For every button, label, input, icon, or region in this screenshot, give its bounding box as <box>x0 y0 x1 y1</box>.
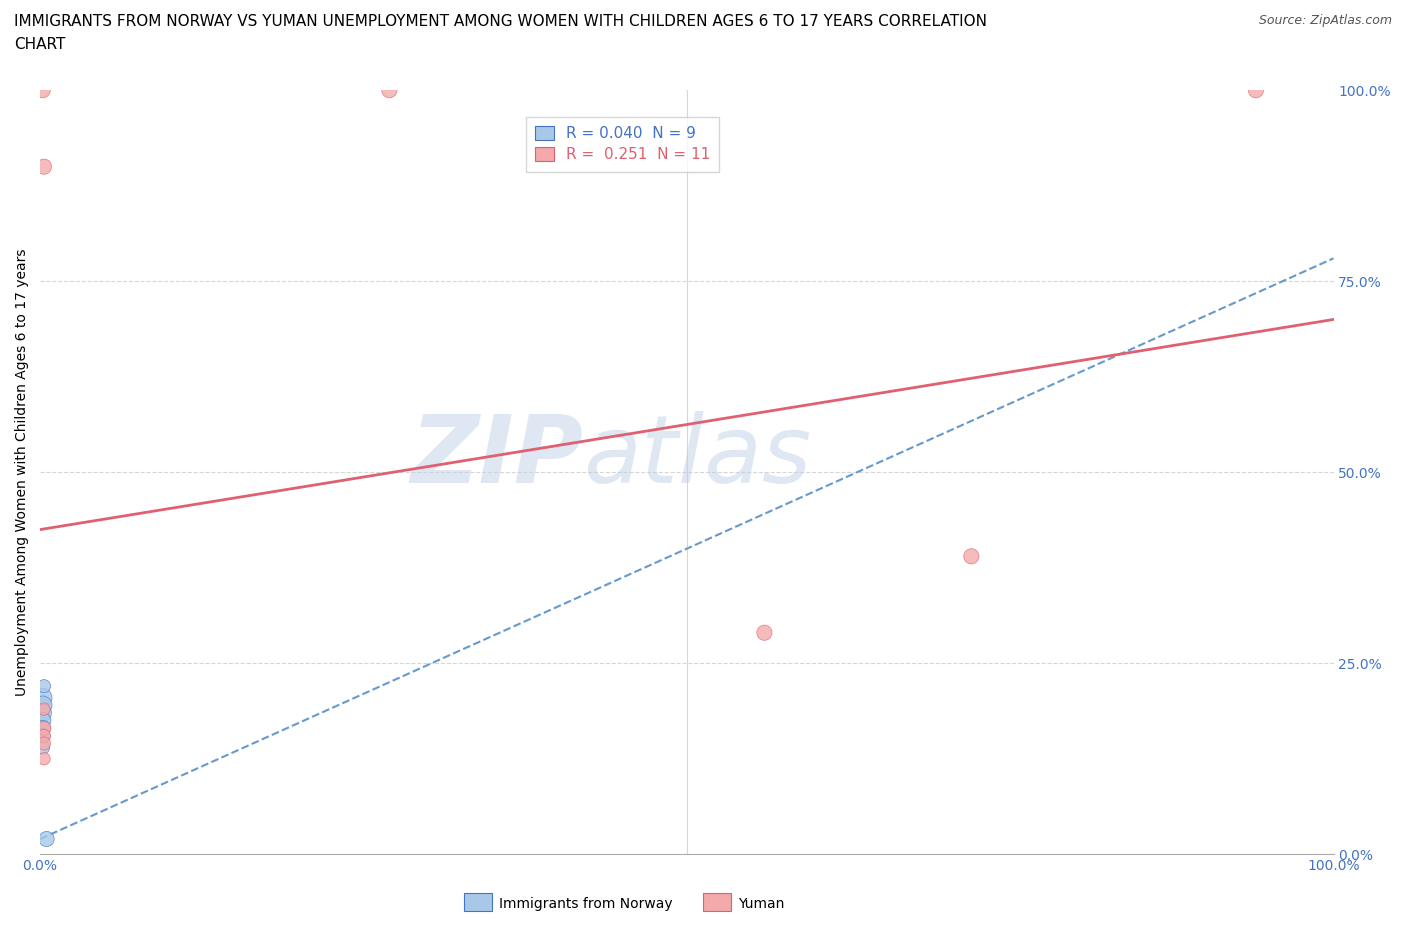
Point <box>32 736 55 751</box>
Point <box>31 740 53 755</box>
Point <box>31 713 53 728</box>
Point <box>960 549 983 564</box>
Point <box>32 728 55 743</box>
Point <box>31 706 53 721</box>
Point <box>32 751 55 766</box>
Point <box>31 690 53 705</box>
Text: ZIP: ZIP <box>411 411 583 503</box>
Text: Yuman: Yuman <box>738 897 785 911</box>
Point <box>32 701 55 716</box>
Text: Source: ZipAtlas.com: Source: ZipAtlas.com <box>1258 14 1392 27</box>
Point <box>31 728 53 743</box>
Point <box>378 83 401 98</box>
Y-axis label: Unemployment Among Women with Children Ages 6 to 17 years: Unemployment Among Women with Children A… <box>15 248 30 696</box>
Point <box>32 679 55 694</box>
Point <box>31 83 53 98</box>
Point <box>35 831 58 846</box>
Text: Immigrants from Norway: Immigrants from Norway <box>499 897 672 911</box>
Point <box>31 721 53 736</box>
Point <box>31 698 53 712</box>
Point <box>1244 83 1267 98</box>
Text: CHART: CHART <box>14 37 66 52</box>
Legend: R = 0.040  N = 9, R =  0.251  N = 11: R = 0.040 N = 9, R = 0.251 N = 11 <box>526 117 720 171</box>
Point <box>32 721 55 736</box>
Text: IMMIGRANTS FROM NORWAY VS YUMAN UNEMPLOYMENT AMONG WOMEN WITH CHILDREN AGES 6 TO: IMMIGRANTS FROM NORWAY VS YUMAN UNEMPLOY… <box>14 14 987 29</box>
Point <box>32 159 55 174</box>
Text: atlas: atlas <box>583 411 811 502</box>
Point <box>754 625 776 640</box>
